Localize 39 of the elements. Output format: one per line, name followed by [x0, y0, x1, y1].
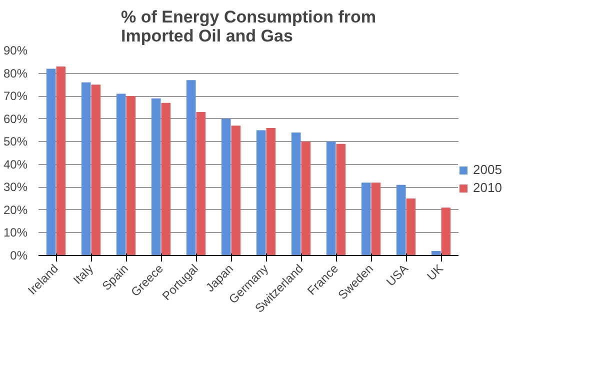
bar — [266, 128, 276, 256]
bar — [161, 102, 171, 256]
y-tick-label: 50% — [3, 134, 28, 149]
bar — [151, 98, 161, 256]
bar — [396, 184, 406, 256]
x-tick-label: UK — [424, 262, 446, 284]
legend-label: 2005 — [473, 162, 502, 177]
bar — [371, 182, 381, 256]
x-tick-label: USA — [384, 262, 411, 289]
bar — [196, 112, 206, 256]
bar — [231, 126, 241, 256]
chart-title: % of Energy Consumption from Imported Oil and Gas — [121, 8, 376, 46]
bar — [56, 66, 66, 256]
y-tick-label: 70% — [3, 89, 28, 104]
y-tick-label: 80% — [3, 66, 28, 80]
y-tick-label: 90% — [3, 44, 28, 58]
bar — [81, 82, 91, 256]
bar — [256, 130, 266, 256]
bar — [186, 80, 196, 256]
bar — [326, 142, 336, 256]
bar — [46, 68, 56, 256]
y-tick-label: 0% — [10, 248, 28, 262]
bar — [291, 132, 301, 256]
bar — [116, 94, 126, 256]
bar — [126, 96, 136, 256]
bar — [336, 144, 346, 256]
y-tick-label: 10% — [3, 226, 28, 240]
bar — [441, 208, 451, 256]
y-tick-label: 60% — [3, 112, 28, 126]
bar — [406, 198, 416, 256]
bar — [361, 182, 371, 256]
bar — [301, 142, 311, 256]
y-tick-label: 40% — [3, 157, 28, 172]
legend-label: 2010 — [473, 180, 502, 195]
y-tick-label: 20% — [3, 202, 28, 217]
y-tick-label: 30% — [3, 180, 28, 194]
bar — [221, 118, 231, 256]
x-tick-label: Italy — [70, 262, 96, 288]
bar — [91, 84, 101, 256]
